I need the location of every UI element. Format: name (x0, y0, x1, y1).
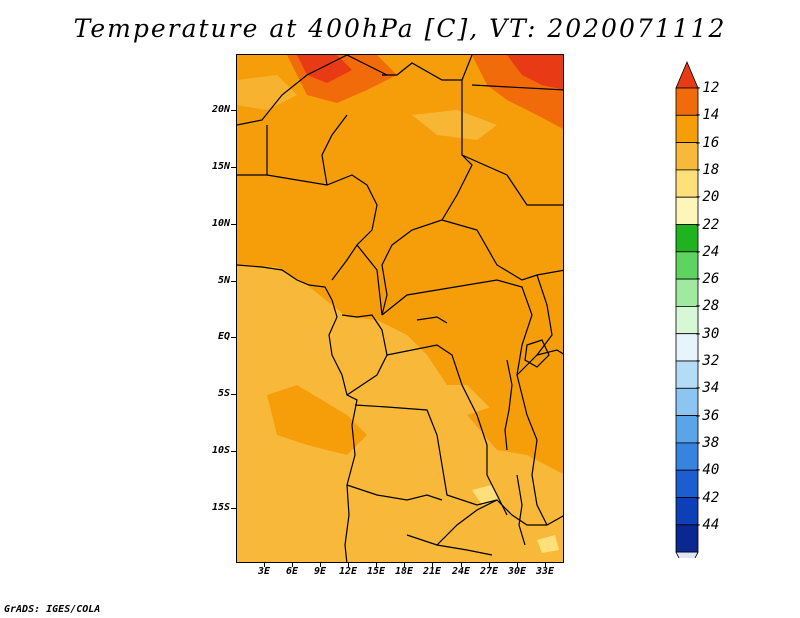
colorbar-label: -30 (694, 325, 720, 342)
field-north-hot (297, 55, 352, 83)
colorbar-label: -20 (694, 189, 720, 206)
lat-label: 5S (217, 388, 230, 399)
field-sahara-patch (412, 110, 497, 140)
colorbar-label: -18 (694, 161, 720, 178)
lat-label: 15S (211, 502, 230, 513)
lon-label: 33E (535, 566, 555, 577)
colorbar-label: -14 (694, 107, 720, 124)
country-borders (237, 55, 563, 562)
field-east-mid (467, 405, 547, 455)
colorbar-label: -12 (694, 80, 720, 96)
field-angola-mid (267, 385, 367, 455)
colorbar-label: -28 (694, 298, 720, 315)
colorbar-label: -22 (694, 216, 720, 233)
field-cool-patch-1 (472, 485, 499, 505)
lon-label: 6E (285, 566, 299, 577)
colorbar-label: -36 (694, 407, 720, 424)
colorbar-label: -34 (694, 380, 720, 397)
lon-label: 27E (479, 566, 499, 577)
colorbar-label: -24 (694, 243, 720, 260)
lon-label: 18E (394, 566, 414, 577)
lon-label: 21E (422, 566, 442, 577)
lon-label: 3E (257, 566, 271, 577)
field-gulf-warm (237, 265, 337, 385)
field-cool-patch-2 (537, 535, 559, 553)
colorbar (675, 60, 699, 558)
lon-label: 12E (338, 566, 358, 577)
colorbar-label: -42 (694, 489, 720, 506)
lat-label: 20N (211, 104, 230, 115)
colorbar-label: -40 (694, 462, 720, 479)
colorbar-bottom-arrow (675, 551, 699, 558)
colorbar-label: -16 (694, 134, 720, 151)
colorbar-label: -32 (694, 353, 720, 369)
lon-label: 24E (451, 566, 471, 577)
lon-label: 9E (313, 566, 327, 577)
colorbar-label: -38 (694, 434, 720, 451)
field-ne-hot (507, 55, 563, 90)
lat-label: 5N (217, 275, 230, 286)
field-mauritania-patch (237, 75, 297, 110)
lon-label: 30E (507, 566, 527, 577)
lakes (416, 316, 550, 546)
map-panel (236, 54, 564, 563)
lat-label: 10N (211, 218, 230, 229)
colorbar-label: -26 (694, 271, 720, 288)
lat-label: EQ (217, 331, 230, 342)
chart-title: Temperature at 400hPa [C], VT: 202007111… (73, 14, 727, 43)
credit-text: GrADS: IGES/COLA (4, 604, 101, 615)
lat-label: 15N (211, 161, 230, 172)
temperature-field (237, 55, 563, 562)
lat-label: 10S (211, 445, 230, 456)
colorbar-label: -44 (694, 516, 720, 533)
lon-label: 15E (366, 566, 386, 577)
